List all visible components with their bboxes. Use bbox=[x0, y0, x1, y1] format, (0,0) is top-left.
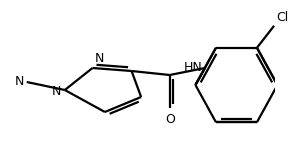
Text: O: O bbox=[165, 113, 175, 126]
Text: N: N bbox=[14, 75, 24, 87]
Text: Cl: Cl bbox=[276, 11, 288, 24]
Text: N: N bbox=[94, 52, 104, 65]
Text: N: N bbox=[52, 85, 61, 97]
Text: HN: HN bbox=[183, 61, 202, 73]
